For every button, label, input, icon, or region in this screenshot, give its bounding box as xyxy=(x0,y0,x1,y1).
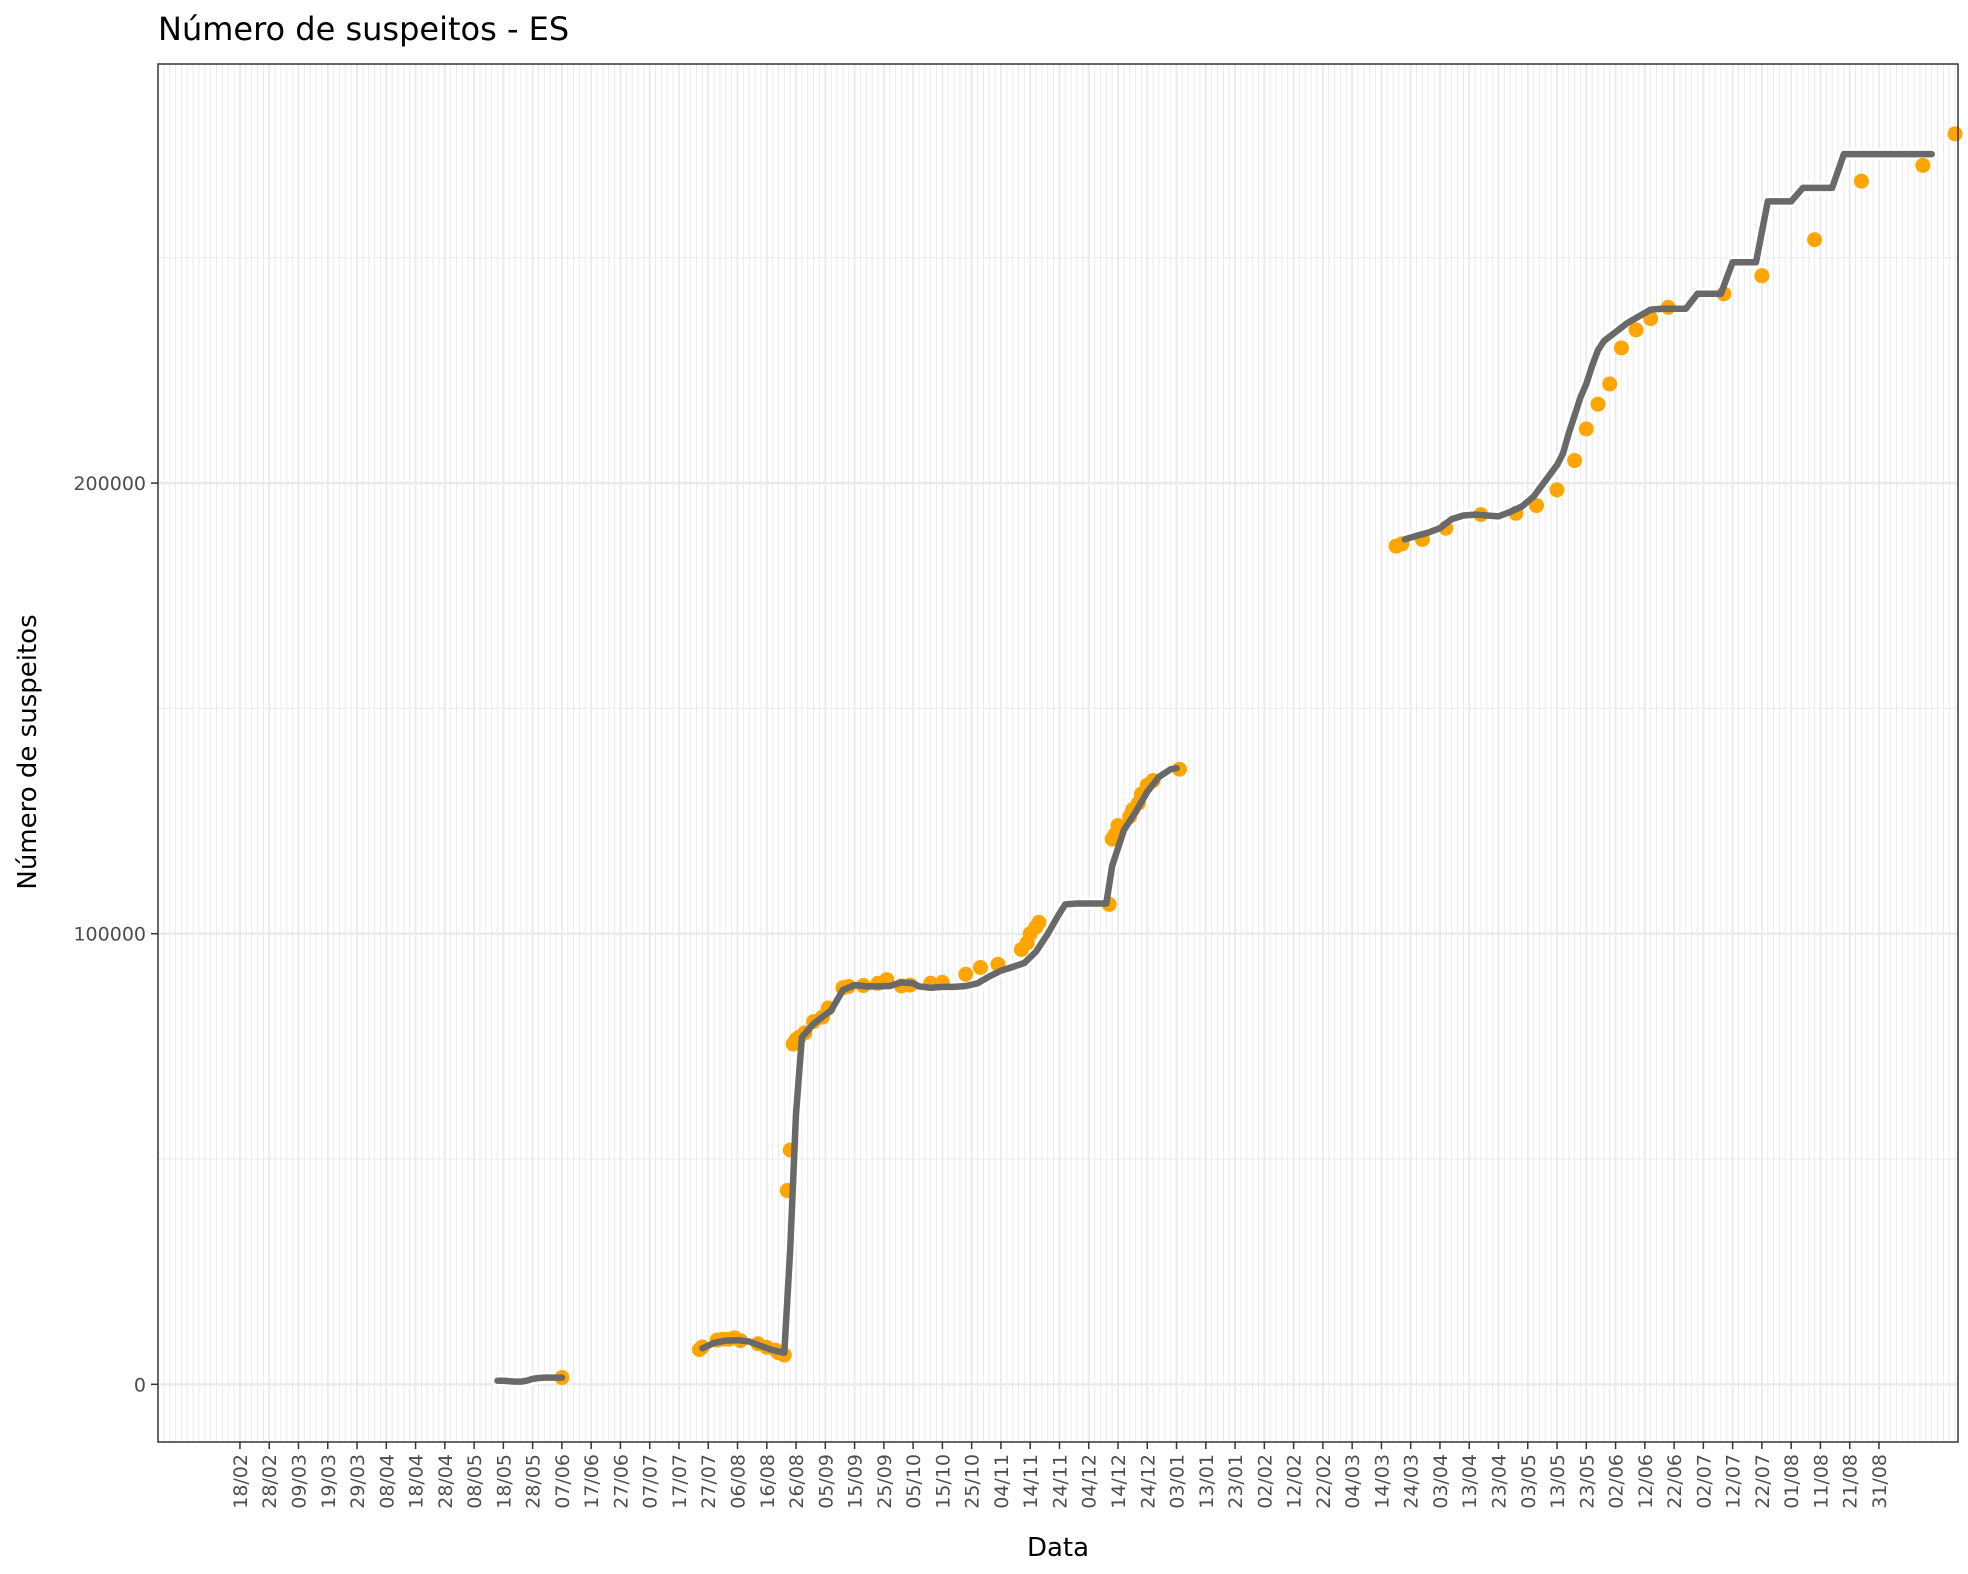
data-point xyxy=(1915,157,1931,173)
x-tick-label: 03/04 xyxy=(1430,1454,1452,1509)
x-tick-label: 04/11 xyxy=(991,1454,1013,1509)
x-tick-label: 25/09 xyxy=(874,1454,896,1509)
x-tick-label: 13/04 xyxy=(1459,1454,1481,1509)
x-tick-label: 23/05 xyxy=(1576,1454,1598,1509)
chart-title: Número de suspeitos - ES xyxy=(158,10,569,48)
series-line xyxy=(494,1374,566,1385)
data-point xyxy=(1613,340,1629,356)
x-tick-label: 24/11 xyxy=(1049,1454,1071,1509)
x-tick-label: 22/07 xyxy=(1752,1454,1774,1509)
x-tick-label: 28/04 xyxy=(435,1454,457,1509)
series-line xyxy=(1401,150,1935,543)
x-tick-label: 06/08 xyxy=(728,1454,750,1509)
x-tick-label: 03/01 xyxy=(1167,1454,1189,1509)
x-tick-label: 23/01 xyxy=(1225,1454,1247,1509)
data-point xyxy=(1578,421,1594,437)
y-tick-label: 100000 xyxy=(73,924,146,946)
x-axis-title: Data xyxy=(1027,1533,1089,1563)
x-tick-label: 24/12 xyxy=(1137,1454,1159,1509)
x-tick-label: 04/12 xyxy=(1079,1454,1101,1509)
x-tick-label: 02/07 xyxy=(1693,1454,1715,1509)
x-tick-label: 18/04 xyxy=(406,1454,428,1509)
data-point xyxy=(1807,232,1823,248)
x-tick-label: 04/03 xyxy=(1342,1454,1364,1509)
x-tick-label: 14/12 xyxy=(1108,1454,1130,1509)
x-tick-label: 02/02 xyxy=(1254,1454,1276,1509)
x-tick-label: 23/04 xyxy=(1488,1454,1510,1509)
x-tick-label: 19/03 xyxy=(318,1454,340,1509)
x-tick-label: 08/05 xyxy=(464,1454,486,1509)
data-point xyxy=(1031,914,1047,930)
x-tick-label: 12/06 xyxy=(1635,1454,1657,1509)
y-tick-label: 200000 xyxy=(73,473,146,495)
x-tick-label: 03/05 xyxy=(1518,1454,1540,1509)
series-line xyxy=(699,765,1180,1357)
x-tick-label: 13/01 xyxy=(1196,1454,1218,1509)
x-tick-label: 12/02 xyxy=(1284,1454,1306,1509)
data-point xyxy=(972,959,988,975)
x-tick-label: 02/06 xyxy=(1606,1454,1628,1509)
x-tick-label: 05/10 xyxy=(903,1454,925,1509)
x-tick-label: 07/06 xyxy=(552,1454,574,1509)
data-point xyxy=(1853,173,1869,189)
x-tick-label: 26/08 xyxy=(786,1454,808,1509)
x-tick-label: 29/03 xyxy=(347,1454,369,1509)
data-point xyxy=(1947,126,1963,142)
x-tick-label: 15/10 xyxy=(932,1454,954,1509)
data-point xyxy=(1567,453,1583,469)
x-tick-label: 25/10 xyxy=(962,1454,984,1509)
data-point xyxy=(1628,322,1644,338)
data-point xyxy=(1529,498,1545,514)
x-tick-label: 14/11 xyxy=(1020,1454,1042,1509)
plot-area: 0 100000 200000 18/02 28/02 09/03 19/03 29/03 08… xyxy=(73,63,1963,1509)
data-point xyxy=(1754,268,1770,284)
data-point xyxy=(1549,482,1565,498)
x-tick-label: 13/05 xyxy=(1547,1454,1569,1509)
x-tick-label: 05/09 xyxy=(815,1454,837,1509)
x-tick-label: 08/04 xyxy=(376,1454,398,1509)
x-tick-label: 11/08 xyxy=(1810,1454,1832,1509)
y-axis-title: Número de suspeitos xyxy=(13,614,43,889)
x-tick-label: 18/05 xyxy=(493,1454,515,1509)
x-tick-label: 18/02 xyxy=(230,1454,252,1509)
data-point xyxy=(958,966,974,982)
x-tick-label: 14/03 xyxy=(1371,1454,1393,1509)
x-tick-label: 17/06 xyxy=(581,1454,603,1509)
x-tick-label: 09/03 xyxy=(288,1454,310,1509)
x-tick-label: 24/03 xyxy=(1401,1454,1423,1509)
data-point xyxy=(1590,396,1606,412)
x-tick-label: 01/08 xyxy=(1781,1454,1803,1509)
panel-background xyxy=(158,64,1958,1442)
x-tick-label: 07/07 xyxy=(640,1454,662,1509)
x-tick-label: 22/06 xyxy=(1664,1454,1686,1509)
y-tick-label: 0 xyxy=(134,1374,146,1396)
x-tick-label: 27/07 xyxy=(698,1454,720,1509)
x-tick-label: 31/08 xyxy=(1869,1454,1891,1509)
x-tick-label: 22/02 xyxy=(1313,1454,1335,1509)
x-tick-label: 17/07 xyxy=(669,1454,691,1509)
x-tick-label: 12/07 xyxy=(1723,1454,1745,1509)
x-tick-label: 28/05 xyxy=(523,1454,545,1509)
x-tick-label: 16/08 xyxy=(757,1454,779,1509)
x-tick-label: 15/09 xyxy=(845,1454,867,1509)
x-tick-label: 21/08 xyxy=(1840,1454,1862,1509)
data-point xyxy=(1602,376,1618,392)
x-tick-label: 27/06 xyxy=(610,1454,632,1509)
x-tick-label: 28/02 xyxy=(259,1454,281,1509)
panel-border xyxy=(157,63,1959,1443)
